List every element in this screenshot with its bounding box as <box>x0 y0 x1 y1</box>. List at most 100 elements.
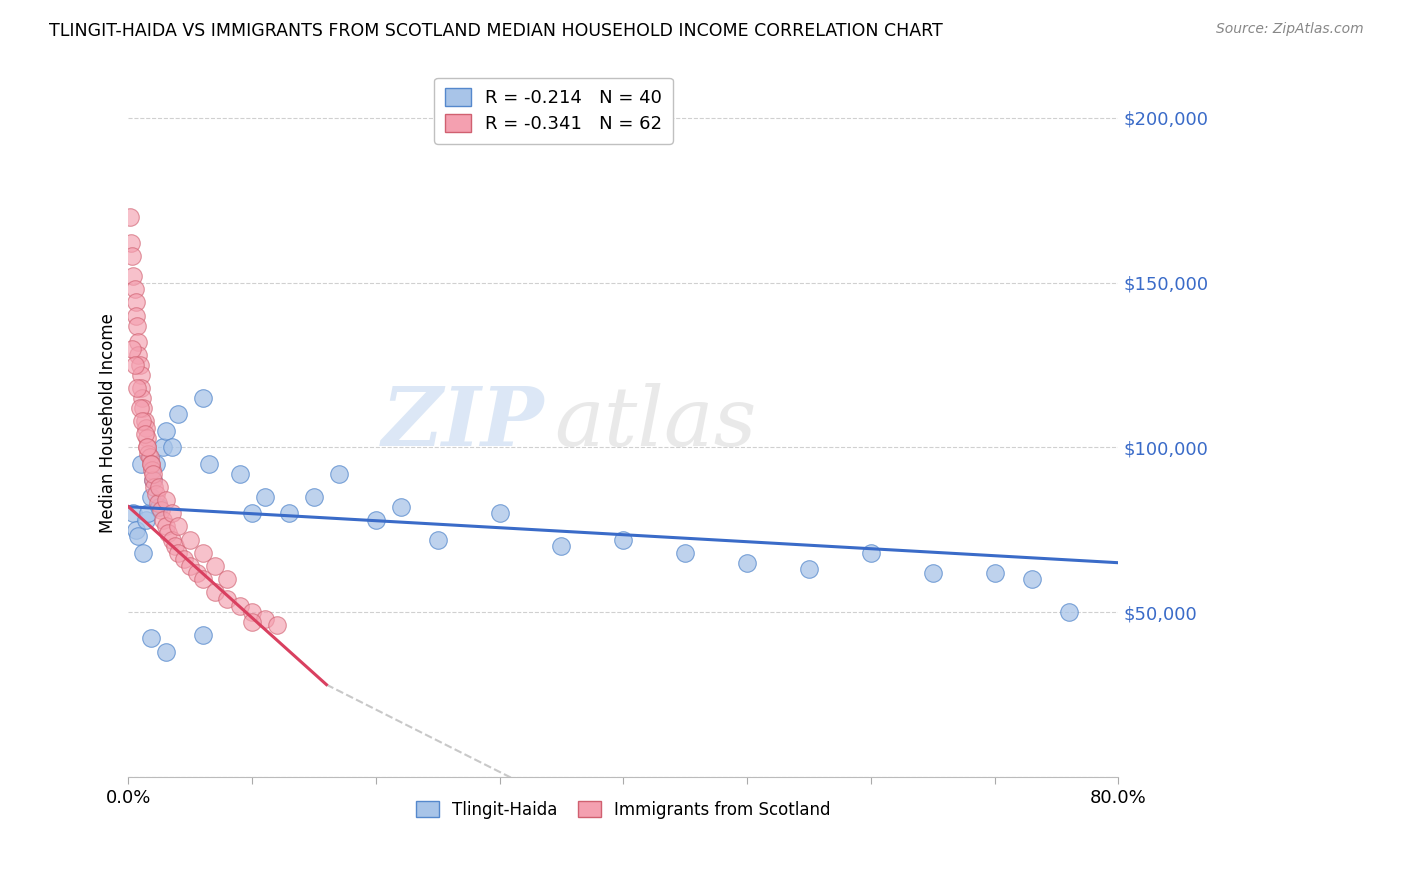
Point <box>145 457 167 471</box>
Point <box>131 414 153 428</box>
Point <box>191 391 214 405</box>
Point <box>134 427 156 442</box>
Point <box>921 566 943 580</box>
Point <box>179 533 201 547</box>
Point <box>859 546 882 560</box>
Point <box>136 430 159 444</box>
Text: ZIP: ZIP <box>381 383 544 463</box>
Point <box>167 408 190 422</box>
Point <box>146 496 169 510</box>
Text: TLINGIT-HAIDA VS IMMIGRANTS FROM SCOTLAND MEDIAN HOUSEHOLD INCOME CORRELATION CH: TLINGIT-HAIDA VS IMMIGRANTS FROM SCOTLAN… <box>49 22 943 40</box>
Point <box>131 391 153 405</box>
Point <box>143 480 166 494</box>
Y-axis label: Median Household Income: Median Household Income <box>100 313 117 533</box>
Point <box>124 282 146 296</box>
Point <box>179 559 201 574</box>
Point <box>191 572 214 586</box>
Point <box>191 628 214 642</box>
Point <box>152 513 174 527</box>
Point <box>142 474 165 488</box>
Point <box>132 401 155 415</box>
Point <box>165 539 187 553</box>
Point <box>134 414 156 428</box>
Point <box>155 519 177 533</box>
Point <box>364 513 387 527</box>
Point <box>135 420 157 434</box>
Point <box>136 441 159 455</box>
Point <box>122 269 145 284</box>
Point <box>149 503 172 517</box>
Point <box>157 526 180 541</box>
Point <box>426 533 449 547</box>
Point <box>121 249 143 263</box>
Point <box>139 457 162 471</box>
Point <box>217 572 239 586</box>
Point <box>735 556 758 570</box>
Point <box>229 467 252 481</box>
Point <box>128 358 150 372</box>
Point <box>125 295 148 310</box>
Point <box>204 559 226 574</box>
Point <box>160 533 183 547</box>
Point <box>204 585 226 599</box>
Point <box>191 546 214 560</box>
Point <box>136 447 159 461</box>
Point <box>145 486 167 500</box>
Point <box>139 457 162 471</box>
Point <box>240 605 263 619</box>
Point <box>118 210 141 224</box>
Point <box>127 529 149 543</box>
Point <box>173 552 195 566</box>
Point <box>129 368 152 382</box>
Point <box>167 519 190 533</box>
Point <box>127 334 149 349</box>
Point <box>132 546 155 560</box>
Point <box>129 381 152 395</box>
Point <box>124 358 146 372</box>
Point <box>797 562 820 576</box>
Point <box>278 506 301 520</box>
Point <box>139 632 162 646</box>
Point <box>155 424 177 438</box>
Point <box>253 490 276 504</box>
Point <box>488 506 510 520</box>
Point <box>121 342 143 356</box>
Point <box>148 480 170 494</box>
Point <box>302 490 325 504</box>
Point <box>142 467 165 481</box>
Point <box>240 506 263 520</box>
Point <box>983 566 1005 580</box>
Point <box>155 493 177 508</box>
Point <box>198 457 221 471</box>
Point <box>148 500 170 514</box>
Point <box>389 500 412 514</box>
Point <box>186 566 208 580</box>
Point <box>125 523 148 537</box>
Point <box>127 381 149 395</box>
Point <box>160 441 183 455</box>
Text: atlas: atlas <box>554 383 756 463</box>
Point <box>135 513 157 527</box>
Text: Source: ZipAtlas.com: Source: ZipAtlas.com <box>1216 22 1364 37</box>
Point <box>122 506 145 520</box>
Point <box>127 318 149 333</box>
Point <box>128 401 150 415</box>
Point <box>136 441 159 455</box>
Point <box>240 615 263 629</box>
Point <box>152 441 174 455</box>
Point <box>612 533 634 547</box>
Point <box>155 645 177 659</box>
Legend: Tlingit-Haida, Immigrants from Scotland: Tlingit-Haida, Immigrants from Scotland <box>409 794 838 825</box>
Point <box>160 506 183 520</box>
Point <box>142 474 165 488</box>
Point <box>1057 605 1080 619</box>
Point <box>127 348 149 362</box>
Point <box>673 546 696 560</box>
Point <box>217 591 239 606</box>
Point <box>125 309 148 323</box>
Point <box>141 463 163 477</box>
Point <box>120 236 142 251</box>
Point <box>253 612 276 626</box>
Point <box>136 506 159 520</box>
Point <box>328 467 350 481</box>
